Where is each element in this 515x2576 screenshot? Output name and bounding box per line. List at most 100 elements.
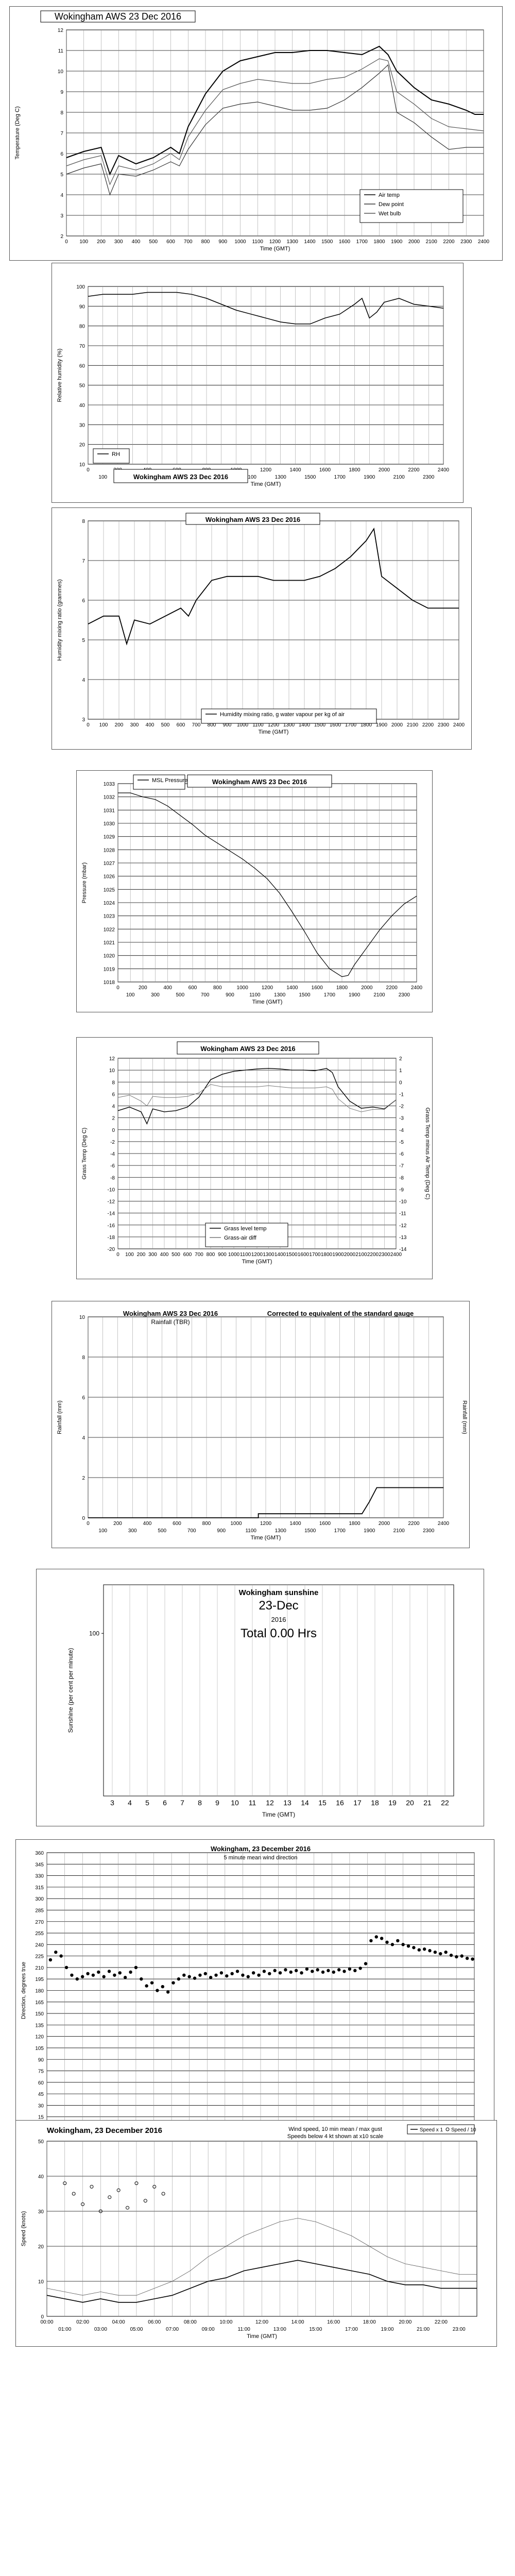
x-tick-label: 900 <box>223 722 232 728</box>
y-tick-label: 315 <box>35 1885 44 1891</box>
data-point <box>471 1957 474 1961</box>
data-point <box>203 1972 207 1976</box>
x-tick-label: 1600 <box>298 1252 310 1258</box>
y-tick-label: 1020 <box>104 954 115 959</box>
y-right-tick-label: -5 <box>399 1140 404 1145</box>
y-tick-label: 2 <box>60 234 63 240</box>
x-tick-label: 21 <box>423 1799 432 1807</box>
data-point <box>428 1949 432 1953</box>
data-point <box>332 1970 335 1974</box>
y-right-tick-label: -6 <box>399 1151 404 1157</box>
x-tick-label: 05:00 <box>130 2327 143 2332</box>
x-tick-label: 02:00 <box>76 2319 89 2325</box>
y-tick-label: 75 <box>38 2069 44 2075</box>
y-tick-label: 6 <box>112 1092 115 1097</box>
x-tick-label: 12 <box>266 1799 274 1807</box>
x-tick-label: 100 <box>126 992 135 998</box>
y-tick-label: 30 <box>38 2209 44 2215</box>
x-tick-label: 2200 <box>386 985 398 991</box>
data-point <box>54 1950 58 1954</box>
x-tick-label: 200 <box>115 722 124 728</box>
x-tick-label: 1100 <box>245 1528 256 1534</box>
data-point <box>219 1971 224 1975</box>
y-axis-label: Rainfall (mm) <box>57 1400 63 1434</box>
data-point <box>129 1970 132 1974</box>
y-axis-label: Humidity mixing ratio (grammes) <box>57 579 63 660</box>
data-point <box>64 1965 68 1970</box>
y-right-tick-label: -10 <box>399 1199 407 1205</box>
pressure-chart-panel: 1018 1019 1020 1021 1022 1023 1024 1025 1026 1027… <box>76 770 433 1012</box>
x-tick-label: 600 <box>188 985 197 991</box>
x-tick-label: 2000 <box>408 239 420 245</box>
x-tick-label: 300 <box>114 239 123 245</box>
legend-label: Air temp <box>379 192 400 198</box>
x-tick-label: 1200 <box>251 1252 263 1258</box>
x-tick-label: 2100 <box>407 722 419 728</box>
x-tick-label: 1300 <box>287 239 299 245</box>
data-point <box>134 2181 139 2185</box>
x-tick-label: 100 <box>98 1528 107 1534</box>
y-right-tick-label: -4 <box>399 1128 404 1133</box>
data-point <box>380 1937 384 1940</box>
x-tick-label: 1600 <box>339 239 351 245</box>
x-tick-label: 2000 <box>379 467 390 473</box>
y-tick-label: 12 <box>109 1056 115 1062</box>
series-line <box>88 1487 443 1518</box>
x-tick-label: 1400 <box>304 239 316 245</box>
x-tick-label: 1000 <box>237 722 249 728</box>
y-right-axis-label: Rainfall (mm) <box>461 1400 468 1434</box>
legend-box <box>93 448 130 464</box>
x-tick-label: 1100 <box>240 1252 251 1258</box>
x-tick-label: 400 <box>132 239 141 245</box>
x-tick-label: 200 <box>97 239 106 245</box>
data-point <box>230 1972 234 1976</box>
data-point <box>417 1948 421 1952</box>
y-right-tick-label: 2 <box>399 1056 402 1062</box>
x-tick-label: 400 <box>146 722 154 728</box>
chart-subtitle-2: Speeds below 4 kt shown at x10 scale <box>287 2133 384 2140</box>
title-box <box>187 774 332 788</box>
data-point <box>251 1971 255 1975</box>
x-tick-label: 1600 <box>312 985 323 991</box>
x-tick-label: 4 <box>128 1799 132 1807</box>
y-tick-label: 15 <box>38 2115 44 2121</box>
y-tick-label: 120 <box>35 2035 44 2040</box>
chart-title: Wokingham AWS 23 Dec 2016 <box>205 516 300 523</box>
y-tick-label: 1019 <box>104 967 115 972</box>
data-point <box>316 1968 319 1972</box>
x-tick-label: 6 <box>163 1799 167 1807</box>
y-tick-label: 3 <box>82 717 85 723</box>
data-point <box>166 1990 170 1994</box>
y-tick-label: 1025 <box>104 887 115 893</box>
x-tick-label: 0 <box>87 467 90 473</box>
x-tick-label: 2400 <box>438 1521 450 1527</box>
x-tick-label: 1300 <box>263 1252 274 1258</box>
y-axis-label: Grass Temp (Deg C) <box>81 1128 88 1180</box>
x-tick-label: 1600 <box>319 1521 331 1527</box>
x-tick-label: 900 <box>226 992 234 998</box>
x-tick-label: 00:00 <box>40 2319 53 2325</box>
data-point <box>70 1973 74 1977</box>
x-tick-label: 1500 <box>286 1252 298 1258</box>
data-point <box>358 1967 362 1970</box>
y-right-tick-label: -3 <box>399 1116 404 1122</box>
data-point <box>161 2192 165 2196</box>
x-tick-label: 2100 <box>355 1252 367 1258</box>
chart-total: Total 0.00 Hrs <box>241 1626 317 1640</box>
y-right-tick-label: -13 <box>399 1235 407 1241</box>
x-tick-label: 11 <box>249 1799 256 1807</box>
x-tick-label: 22 <box>441 1799 449 1807</box>
data-point <box>198 1973 202 1977</box>
x-tick-label: 2200 <box>367 1252 379 1258</box>
data-point <box>187 1975 191 1978</box>
legend-label: Speed / 10 <box>451 2127 476 2133</box>
y-tick-label: 4 <box>82 1435 85 1441</box>
y-tick-label: 7 <box>82 558 85 564</box>
data-point <box>390 1943 394 1946</box>
y-tick-label: 1031 <box>104 808 115 814</box>
y-tick-label: 8 <box>60 110 63 116</box>
data-point <box>465 1956 469 1960</box>
y-tick-label: 70 <box>79 344 85 349</box>
x-tick-label: 400 <box>163 985 172 991</box>
